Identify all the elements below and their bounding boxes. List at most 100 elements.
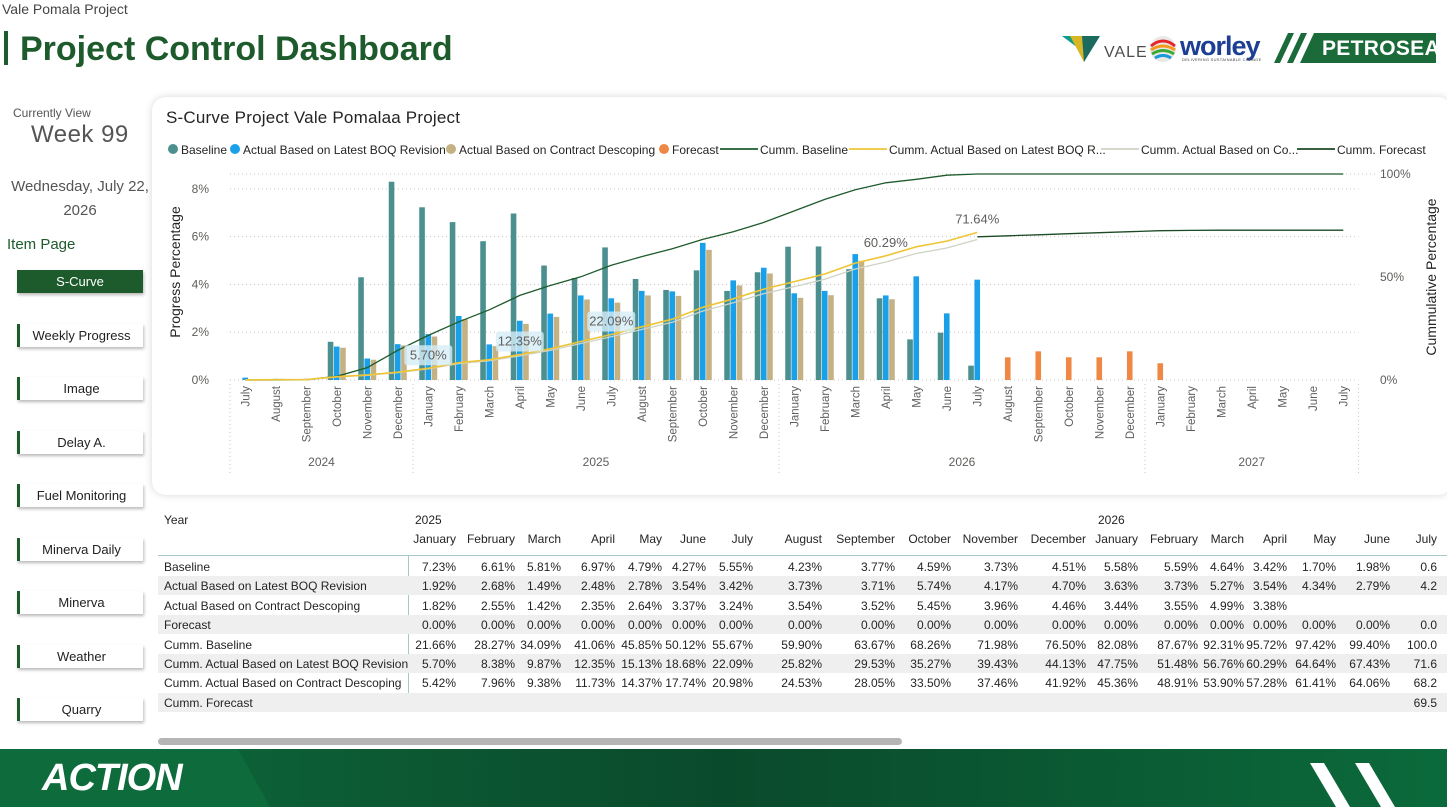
x-axis-month-label: April <box>881 386 893 409</box>
baseline-bar[interactable] <box>785 246 791 380</box>
value-cell: 4.2 <box>1420 579 1437 594</box>
s-curve-chart[interactable]: 0% 2% 4% 6% 8% 0% 50% 100% Progress Percentage Cu… <box>0 0 1447 500</box>
baseline-bar[interactable] <box>541 265 547 380</box>
actual-boq-bar[interactable] <box>669 291 676 380</box>
value-cell: 1.82% <box>421 598 456 613</box>
value-cell: 14.37% <box>621 676 662 691</box>
baseline-bar[interactable] <box>571 277 578 380</box>
nav-weather-button[interactable]: Weather <box>17 645 143 668</box>
actual-boq-bar[interactable] <box>486 344 493 380</box>
cumm-forecast-line[interactable] <box>977 229 1344 238</box>
forecast-bar[interactable] <box>1065 357 1072 380</box>
x-axis-month-label: August <box>1003 385 1015 422</box>
baseline-bar[interactable] <box>968 365 974 380</box>
actual-boq-bar[interactable] <box>394 344 401 380</box>
baseline-bar[interactable] <box>876 298 883 380</box>
baseline-bar[interactable] <box>815 246 822 380</box>
baseline-bar[interactable] <box>754 272 761 380</box>
nav-quarry-button[interactable]: Quarry <box>17 698 143 721</box>
nav-s-curve-button[interactable]: S-Curve <box>17 270 143 293</box>
baseline-bar[interactable] <box>846 269 852 380</box>
actual-contract-bar[interactable] <box>889 299 895 380</box>
actual-boq-bar[interactable] <box>730 280 737 380</box>
x-axis-month-label: March <box>484 386 496 418</box>
nav-delay-button[interactable]: Delay A. <box>17 431 143 454</box>
actual-contract-bar[interactable] <box>462 319 468 380</box>
baseline-bar[interactable] <box>449 222 456 380</box>
nav-fuel-monitoring-button[interactable]: Fuel Monitoring <box>17 484 143 507</box>
baseline-bar[interactable] <box>510 213 517 380</box>
actual-boq-bar[interactable] <box>821 290 828 380</box>
actual-contract-bar[interactable] <box>828 295 834 380</box>
actual-contract-bar[interactable] <box>614 302 621 380</box>
actual-boq-bar[interactable] <box>364 358 371 381</box>
nav-minerva-button[interactable]: Minerva <box>17 591 143 614</box>
actual-boq-bar[interactable] <box>974 279 981 380</box>
value-cell: 71.6 <box>1413 657 1437 671</box>
baseline-bar[interactable] <box>663 289 669 380</box>
baseline-bar[interactable] <box>937 332 944 380</box>
actual-contract-bar[interactable] <box>797 297 804 380</box>
value-cell: 0.00% <box>421 618 456 633</box>
value-cell: 4.46% <box>1051 598 1086 613</box>
actual-boq-bar[interactable] <box>852 254 859 380</box>
value-cell: 2.48% <box>580 579 615 594</box>
actual-boq-bar[interactable] <box>913 276 920 380</box>
value-cell: 0.00% <box>860 618 895 633</box>
cumm-actual-boq-line[interactable] <box>245 231 978 381</box>
baseline-bar[interactable] <box>724 290 730 380</box>
actual-contract-bar[interactable] <box>340 347 346 380</box>
table-horizontal-scrollbar[interactable] <box>158 738 902 745</box>
actual-contract-bar[interactable] <box>492 346 499 380</box>
actual-boq-bar[interactable] <box>547 313 554 380</box>
actual-contract-bar[interactable] <box>858 260 865 380</box>
actual-contract-bar[interactable] <box>523 323 529 380</box>
baseline-bar[interactable] <box>907 339 913 380</box>
actual-contract-bar[interactable] <box>370 359 377 380</box>
forecast-bar[interactable] <box>1157 363 1164 380</box>
forecast-bar[interactable] <box>1126 351 1133 380</box>
actual-boq-bar[interactable] <box>791 293 798 380</box>
baseline-bar[interactable] <box>419 207 425 380</box>
actual-boq-bar[interactable] <box>943 313 950 380</box>
x-axis-month-label: December <box>1125 386 1137 439</box>
actual-boq-bar[interactable] <box>455 315 462 380</box>
value-cell: 0.00% <box>671 618 706 633</box>
value-cell: 1.92% <box>421 579 456 594</box>
value-cell: 3.54% <box>1252 579 1287 594</box>
actual-boq-bar[interactable] <box>760 267 767 380</box>
nav-weekly-progress-button[interactable]: Weekly Progress <box>17 324 143 347</box>
baseline-bar[interactable] <box>327 341 334 380</box>
progress-matrix-table[interactable]: Year 2025 2026 January February March April May… <box>0 508 1447 748</box>
actual-contract-bar[interactable] <box>675 295 682 380</box>
value-cell: 48.91% <box>1157 676 1198 691</box>
actual-contract-bar[interactable] <box>645 295 651 380</box>
value-cell: 12.35% <box>574 657 615 671</box>
forecast-bar[interactable] <box>1096 357 1103 380</box>
baseline-bar[interactable] <box>358 277 364 380</box>
forecast-bar[interactable] <box>1035 351 1042 380</box>
actual-boq-bar[interactable] <box>577 295 584 380</box>
cumm-baseline-line[interactable] <box>245 173 1344 381</box>
value-cell: 0.00% <box>1163 618 1198 633</box>
baseline-bar[interactable] <box>693 270 700 380</box>
actual-boq-bar[interactable] <box>333 346 340 380</box>
value-cell: 51.48% <box>1157 657 1198 671</box>
actual-boq-bar[interactable] <box>608 298 615 380</box>
forecast-bar[interactable] <box>1004 357 1011 380</box>
baseline-bar[interactable] <box>388 181 395 380</box>
baseline-bar[interactable] <box>632 278 639 380</box>
actual-boq-bar[interactable] <box>242 377 249 380</box>
actual-contract-bar[interactable] <box>706 249 712 380</box>
actual-contract-bar[interactable] <box>736 285 743 380</box>
baseline-bar[interactable] <box>480 241 486 380</box>
actual-boq-bar[interactable] <box>882 295 889 380</box>
x-axis-month-label: September <box>1033 386 1045 442</box>
nav-minerva-daily-button[interactable]: Minerva Daily <box>17 538 143 561</box>
month-column-header: July <box>731 532 753 546</box>
actual-contract-bar[interactable] <box>767 273 773 380</box>
x-axis-month-label: February <box>820 386 832 432</box>
actual-contract-bar[interactable] <box>401 345 407 380</box>
nav-image-button[interactable]: Image <box>17 377 143 400</box>
actual-boq-bar[interactable] <box>638 290 645 380</box>
